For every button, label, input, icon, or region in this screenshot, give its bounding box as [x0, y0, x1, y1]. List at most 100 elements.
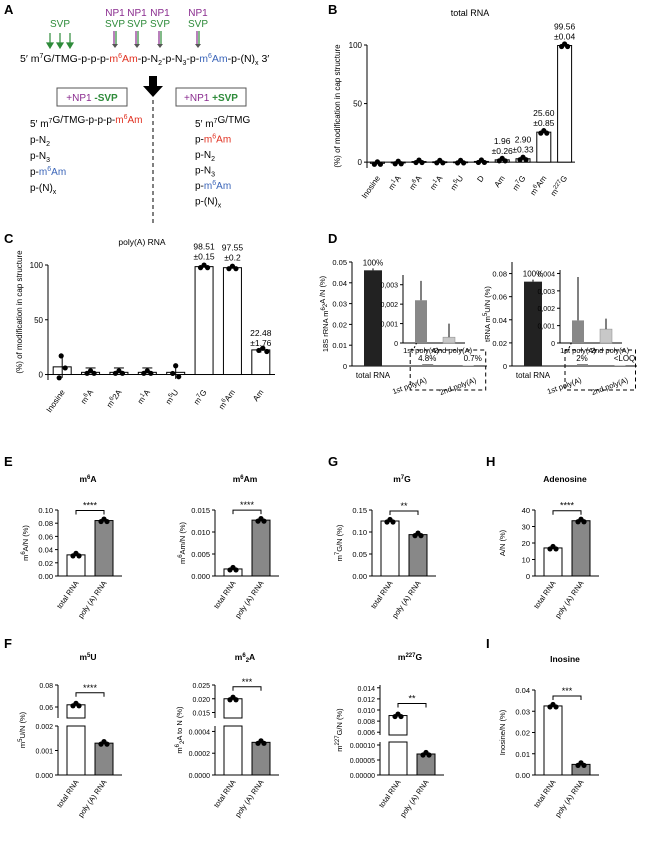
data-point [76, 703, 82, 709]
x-tick-label: 2nd poly(A) [590, 375, 630, 397]
y-tick-label: 0.0002 [189, 751, 211, 758]
data-point [173, 363, 179, 369]
y-tick-label: 100 [30, 261, 44, 270]
x-tick-label: poly (A) RNA [76, 778, 108, 819]
y-tick-label: 0.012 [357, 697, 375, 704]
zoom-box [409, 349, 487, 391]
data-point [418, 533, 424, 539]
data-point [440, 160, 446, 166]
y-tick-label: 0.08 [39, 683, 53, 690]
y-tick-label: 0 [39, 371, 44, 380]
y-tick-label: 0.00000 [350, 773, 375, 780]
data-point [260, 345, 266, 351]
y-tick-label: 0.06 [39, 705, 53, 712]
data-point [261, 518, 267, 524]
bar [408, 534, 428, 577]
y-tick-label: 0 [503, 362, 507, 371]
chart-e-m6am: m6Am 0.000 0.005 0.010 0.015 m6Am/N (%) **** to… [178, 474, 279, 620]
y-tick-label: 0.15 [352, 506, 367, 515]
svp-site-label: SVP [188, 19, 208, 30]
bar [614, 365, 626, 366]
list-item: p-m6Am [195, 134, 231, 146]
y-tick-label: 0.05 [352, 550, 367, 559]
y-tick-label: 0.025 [192, 683, 210, 690]
svp-label: SVP [50, 19, 70, 30]
y-tick-label: 0.00 [38, 572, 53, 581]
x-tick-label: m6Am [217, 388, 237, 411]
y-tick-label: 0.015 [192, 711, 210, 718]
x-tick-label: total RNA [516, 371, 551, 380]
y-tick-label: 0.020 [192, 697, 210, 704]
panel-label-b: B [328, 2, 337, 17]
inset-x-label: 1st poly(A) [403, 346, 439, 355]
y-tick-label: 0.06 [492, 293, 507, 302]
bar [462, 365, 474, 366]
data-point [233, 266, 239, 272]
bar [571, 763, 591, 776]
data-point [377, 161, 383, 167]
x-tick-label: total RNA [532, 579, 558, 610]
y-tick-label: 0.10 [38, 506, 53, 515]
significance-label: **** [83, 683, 98, 693]
chart-f-m5u: m5U 0.06 0.08 0.000 0.001 0.002 m5U/N (%) **** t… [18, 652, 122, 819]
bar [571, 520, 591, 577]
data-point [502, 158, 508, 164]
bar [388, 741, 408, 776]
y-tick-label: 0.00010 [350, 743, 375, 750]
chart-b: total RNA 0 50 100 (%) of modification in ca… [333, 8, 576, 200]
list-item: p-(N)x [30, 183, 57, 196]
inset-x-label: 1st poly(A) [560, 346, 596, 355]
chart-title: m7G [393, 474, 411, 484]
y-axis-label: 18S rRNA m62A /N (%) [318, 275, 330, 352]
inset-x-label: 2nd poly(A) [591, 346, 630, 355]
data-label: 22.48 [250, 328, 272, 338]
svp-arrows [45, 33, 75, 50]
data-point [148, 370, 154, 376]
chart-title: poly(A) RNA [118, 237, 166, 247]
y-tick-label: 0.0004 [189, 729, 211, 736]
x-tick-label: poly (A) RNA [398, 778, 430, 819]
panel-label-a: A [4, 2, 14, 17]
x-tick-label: total RNA [212, 579, 238, 610]
panel-label-c: C [4, 231, 14, 246]
data-label: ±0.04 [554, 32, 575, 42]
list-item: p-N2 [30, 135, 50, 148]
data-point [176, 374, 182, 380]
y-tick-label: 0,004 [537, 271, 555, 278]
x-tick-label: poly (A) RNA [233, 778, 265, 819]
y-tick-label: 0.010 [191, 528, 210, 537]
x-tick-label: total RNA [55, 579, 81, 610]
down-arrow-icon [143, 76, 163, 97]
panel-label-e: E [4, 454, 13, 469]
chart-title: m6A [79, 474, 96, 484]
bar [251, 741, 271, 776]
x-tick-label: poly (A) RNA [553, 778, 585, 819]
significance-label: **** [240, 500, 255, 510]
data-point [76, 553, 82, 559]
y-tick-label: 0.01 [515, 750, 530, 759]
bar [557, 45, 573, 163]
x-tick-label: Am [493, 174, 507, 189]
y-tick-label: 30 [522, 523, 530, 532]
chart-h: Adenosine 0 10 20 30 40 A/N (%) **** total RNApo… [498, 474, 599, 620]
x-tick-label: poly (A) RNA [390, 579, 422, 620]
significance-bracket [397, 703, 427, 708]
bar [364, 270, 382, 366]
panel-label-g: G [328, 454, 338, 469]
data-point [256, 347, 262, 354]
y-tick-label: 0.008 [357, 719, 375, 726]
y-tick-label: 0,001 [380, 322, 398, 329]
svp-site-label: SVP [150, 19, 170, 30]
data-point [56, 375, 62, 381]
inset-bar [599, 328, 613, 344]
box-left [56, 87, 128, 107]
chart-c: poly(A) RNA 0 50 100 (%) of modification in … [15, 237, 275, 414]
y-tick-label: 0.03 [515, 707, 530, 716]
panel-label-f: F [4, 636, 12, 651]
list-item: 5′ m7G/TMG [195, 115, 250, 130]
data-label: ±0.85 [533, 118, 554, 128]
list-item: p-m6Am [30, 166, 66, 178]
data-label: 99.56 [554, 22, 576, 32]
significance-label: **** [560, 501, 575, 511]
list-item: p-N3 [195, 166, 215, 179]
